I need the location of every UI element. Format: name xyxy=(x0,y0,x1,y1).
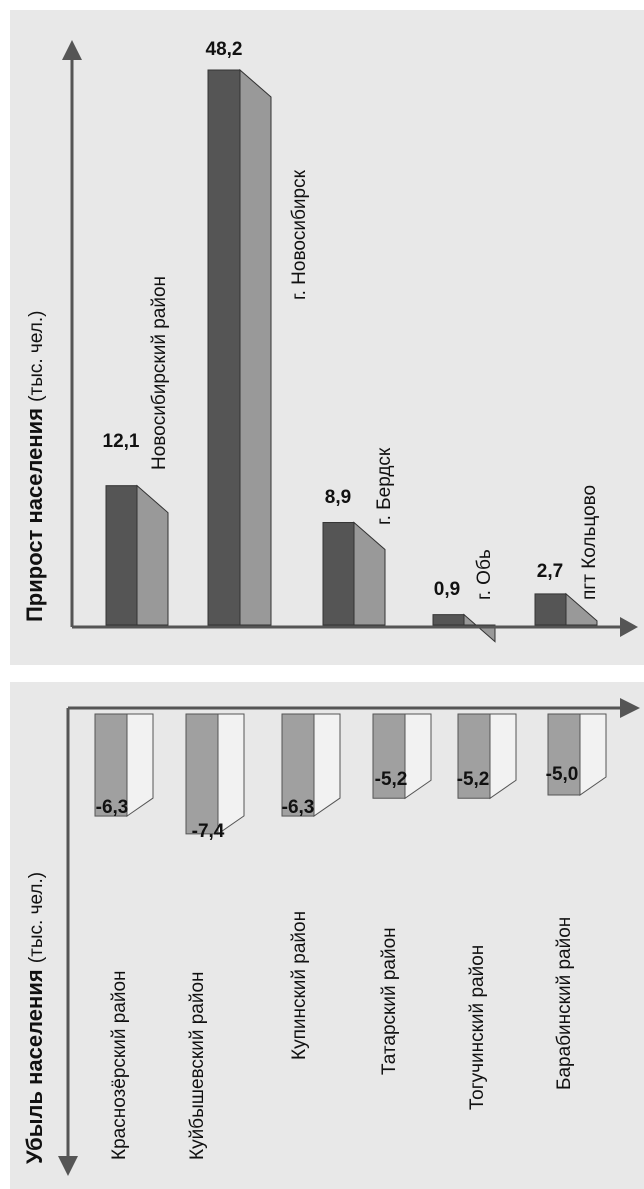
decline-x-axis-arrow xyxy=(620,698,640,718)
growth-category-label: пгт Кольцово xyxy=(579,484,600,600)
growth-bar xyxy=(432,614,465,626)
decline-category-label: Краснозёрский район xyxy=(109,970,130,1160)
decline-category-label: Купинский район xyxy=(289,910,310,1060)
growth-x-axis-arrow xyxy=(620,617,638,637)
growth-value-label: 12,1 xyxy=(102,431,140,452)
decline-axis-title: Убыль населения (тыс. чел.) xyxy=(22,871,47,1164)
decline-value-label: -6,3 xyxy=(95,797,129,818)
decline-category-label: Тогучинский район xyxy=(467,944,488,1110)
growth-axis-title-unit: (тыс. чел.) xyxy=(26,310,47,402)
decline-bar xyxy=(185,713,219,835)
growth-bar xyxy=(322,522,355,626)
decline-bar xyxy=(372,713,406,799)
growth-value-label: 2,7 xyxy=(536,561,564,582)
growth-category-label: г. Обь xyxy=(474,549,495,600)
decline-bar-side xyxy=(489,713,517,800)
decline-category-label: Барабинский район xyxy=(554,916,575,1090)
decline-bar xyxy=(281,713,315,817)
growth-category-label: г. Бердск xyxy=(374,447,395,525)
decline-bar-side xyxy=(313,713,341,818)
decline-bar-side xyxy=(217,713,245,835)
decline-value-label: -5,2 xyxy=(456,769,490,790)
decline-y-axis-arrow xyxy=(58,1156,78,1176)
growth-bar xyxy=(207,69,241,626)
decline-value-label: -7,4 xyxy=(191,821,225,842)
growth-category-label: Новосибирский район xyxy=(149,275,170,470)
growth-bar-side xyxy=(239,68,272,626)
decline-bar xyxy=(547,713,581,796)
growth-y-axis-arrow xyxy=(62,40,82,60)
growth-bar-side xyxy=(136,484,169,626)
growth-value-label: 48,2 xyxy=(205,39,243,60)
decline-category-label: Татарский район xyxy=(379,927,400,1075)
decline-bar xyxy=(94,713,128,817)
decline-bar-side xyxy=(579,713,607,796)
decline-axis-title-unit: (тыс. чел.) xyxy=(26,871,47,964)
growth-bar xyxy=(534,593,567,626)
decline-axis-title-main: Убыль населения xyxy=(22,969,47,1164)
growth-axis-title-main: Прирост населения xyxy=(22,407,47,622)
decline-value-label: -5,2 xyxy=(374,769,408,790)
growth-bar xyxy=(105,485,138,626)
growth-value-label: 0,9 xyxy=(433,579,461,600)
decline-bar-side xyxy=(126,713,154,818)
growth-axis-title: Прирост населения (тыс. чел.) xyxy=(22,310,47,622)
decline-bar xyxy=(457,713,491,799)
decline-value-label: -5,0 xyxy=(545,764,579,785)
growth-category-label: г. Новосибирск xyxy=(289,170,310,300)
growth-value-label: 8,9 xyxy=(324,487,352,508)
decline-bar-side xyxy=(404,713,432,800)
growth-bar-side xyxy=(353,521,386,626)
decline-value-label: -6,3 xyxy=(281,797,315,818)
decline-category-label: Куйбышевский район xyxy=(187,971,208,1160)
